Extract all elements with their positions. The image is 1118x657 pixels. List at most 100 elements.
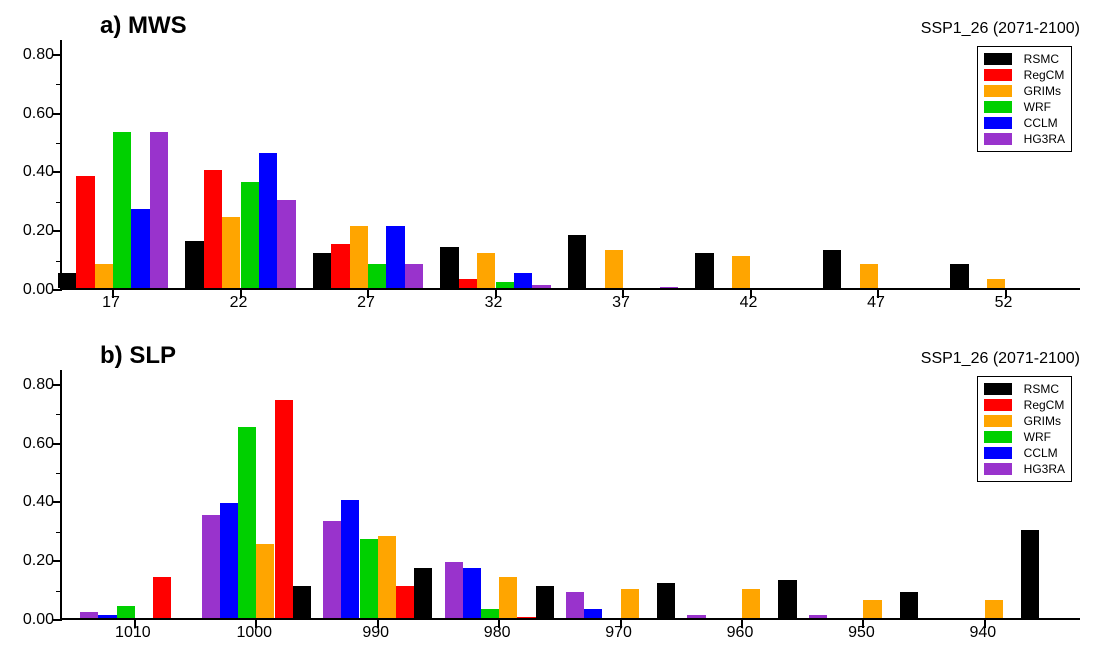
bar-rsmc (657, 583, 675, 618)
bar-grims (987, 279, 1005, 288)
bar-rsmc (778, 580, 796, 618)
bar-regcm (204, 170, 222, 288)
bar-hg3ra (809, 615, 827, 618)
legend-label: RegCM (1024, 68, 1065, 82)
bar-grims (605, 250, 623, 288)
legend-swatch (984, 447, 1012, 459)
legend-swatch (984, 383, 1012, 395)
ytick-label: 0.40 (23, 163, 54, 181)
ytick-label: 0.80 (23, 376, 54, 394)
bar-cclm (259, 153, 277, 288)
panel-subtitle: SSP1_26 (2071-2100) (921, 20, 1080, 38)
bar-cclm (514, 273, 532, 288)
ytick-minor (56, 532, 62, 533)
bar-hg3ra (405, 264, 423, 288)
bar-regcm (459, 279, 477, 288)
legend-row: RegCM (984, 67, 1065, 83)
bar-hg3ra (323, 521, 341, 618)
bar-hg3ra (566, 592, 584, 618)
bar-hg3ra (80, 612, 98, 618)
legend-swatch (984, 399, 1012, 411)
ytick-minor (56, 202, 62, 203)
bar-rsmc (900, 592, 918, 618)
legend-label: WRF (1024, 100, 1051, 114)
legend-row: GRIMs (984, 413, 1065, 429)
bar-cclm (584, 609, 602, 618)
ytick-label: 0.80 (23, 46, 54, 64)
bar-rsmc (950, 264, 968, 288)
bar-grims (256, 544, 274, 618)
legend: RSMCRegCMGRIMsWRFCCLMHG3RA (977, 376, 1072, 482)
legend-row: WRF (984, 99, 1065, 115)
bar-grims (621, 589, 639, 618)
ytick-label: 0.00 (23, 281, 54, 299)
xtick-label: 37 (612, 294, 630, 312)
ytick-minor (56, 473, 62, 474)
legend-swatch (984, 53, 1012, 65)
legend-row: HG3RA (984, 461, 1065, 477)
ytick-label: 0.20 (23, 552, 54, 570)
bar-cclm (341, 500, 359, 618)
figure: a) MWSSSP1_26 (2071-2100)RSMCRegCMGRIMsW… (0, 0, 1118, 657)
xtick-label: 990 (362, 624, 389, 642)
legend-label: RSMC (1024, 382, 1059, 396)
bar-grims (742, 589, 760, 618)
legend-swatch (984, 69, 1012, 81)
panel-mws: a) MWSSSP1_26 (2071-2100)RSMCRegCMGRIMsW… (60, 40, 1080, 290)
xtick-label: 960 (727, 624, 754, 642)
xtick-label: 52 (995, 294, 1013, 312)
legend-row: RSMC (984, 381, 1065, 397)
legend-row: RSMC (984, 51, 1065, 67)
bar-cclm (463, 568, 481, 618)
bar-hg3ra (660, 287, 678, 288)
legend-row: WRF (984, 429, 1065, 445)
ytick-minor (56, 143, 62, 144)
bar-wrf (368, 264, 386, 288)
bar-grims (863, 600, 881, 618)
bar-hg3ra (532, 285, 550, 288)
panel-subtitle: SSP1_26 (2071-2100) (921, 350, 1080, 368)
xtick-label: 32 (485, 294, 503, 312)
legend-row: CCLM (984, 445, 1065, 461)
bar-cclm (131, 209, 149, 288)
bar-rsmc (1021, 530, 1039, 618)
bar-regcm (396, 586, 414, 618)
ytick-label: 0.60 (23, 435, 54, 453)
ytick-label: 0.00 (23, 611, 54, 629)
bar-grims (860, 264, 878, 288)
bar-rsmc (293, 586, 311, 618)
ytick-label: 0.40 (23, 493, 54, 511)
plot-area: RSMCRegCMGRIMsWRFCCLMHG3RA (60, 370, 1080, 620)
xtick-label: 1010 (115, 624, 151, 642)
bar-regcm (76, 176, 94, 288)
bar-wrf (481, 609, 499, 618)
bar-grims (350, 226, 368, 288)
legend-swatch (984, 133, 1012, 145)
bar-cclm (98, 615, 116, 618)
bar-rsmc (58, 273, 76, 288)
bar-grims (985, 600, 1003, 618)
bar-grims (378, 536, 396, 618)
panel-slp: b) SLPSSP1_26 (2071-2100)RSMCRegCMGRIMsW… (60, 370, 1080, 620)
xtick-label: 940 (969, 624, 996, 642)
bar-grims (732, 256, 750, 288)
plot-area: RSMCRegCMGRIMsWRFCCLMHG3RA (60, 40, 1080, 290)
xtick-label: 980 (484, 624, 511, 642)
xtick-label: 42 (740, 294, 758, 312)
xtick-label: 17 (102, 294, 120, 312)
legend-label: HG3RA (1024, 462, 1065, 476)
legend-label: CCLM (1024, 116, 1058, 130)
legend-row: HG3RA (984, 131, 1065, 147)
bar-hg3ra (202, 515, 220, 618)
panel-title: a) MWS (100, 12, 187, 40)
bar-grims (95, 264, 113, 288)
bar-wrf (241, 182, 259, 288)
ytick-minor (56, 261, 62, 262)
bar-grims (499, 577, 517, 618)
bar-rsmc (568, 235, 586, 288)
bar-regcm (275, 400, 293, 618)
legend-row: RegCM (984, 397, 1065, 413)
xtick-label: 22 (230, 294, 248, 312)
legend-label: GRIMs (1024, 414, 1061, 428)
bar-hg3ra (687, 615, 705, 618)
